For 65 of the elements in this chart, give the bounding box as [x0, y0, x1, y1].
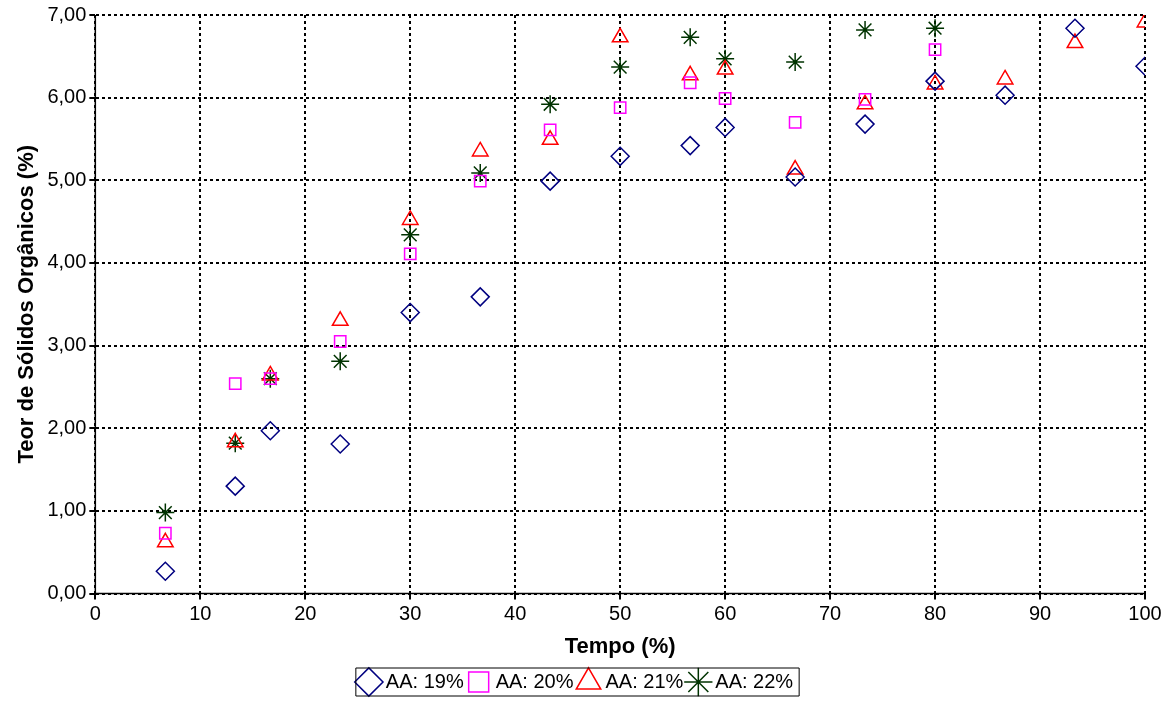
point	[155, 502, 176, 523]
point	[541, 130, 559, 146]
y-tick-label: 0,00	[47, 581, 87, 604]
legend-label: AA: 22%	[715, 669, 794, 692]
point	[718, 92, 732, 105]
x-tick-label: 20	[294, 602, 317, 625]
point	[228, 377, 242, 391]
point	[400, 225, 420, 245]
point	[855, 114, 875, 134]
point	[1066, 33, 1084, 49]
point	[785, 167, 805, 187]
y-axis-title: Teor de Sólidos Orgânicos (%)	[13, 144, 39, 464]
point	[925, 18, 945, 38]
point	[610, 146, 630, 167]
point	[470, 287, 490, 307]
x-tick-label: 50	[609, 602, 632, 625]
point	[225, 476, 245, 496]
y-tick-label: 6,00	[47, 85, 87, 108]
point	[788, 116, 802, 129]
point	[715, 49, 735, 69]
x-tick-label: 30	[399, 602, 422, 625]
point	[540, 171, 560, 191]
point	[401, 210, 419, 226]
point	[1065, 18, 1085, 38]
x-tick-label: 70	[818, 602, 842, 625]
legend-label: AA: 20%	[495, 669, 574, 692]
y-tick-label: 5,00	[47, 167, 87, 190]
point	[680, 135, 700, 156]
point	[683, 76, 697, 90]
x-tick-label: 80	[923, 602, 947, 625]
y-tick-label: 7,00	[47, 2, 87, 25]
legend-label: AA: 19%	[385, 669, 464, 692]
point	[610, 57, 630, 77]
point	[400, 302, 420, 323]
x-tick-label: 40	[504, 602, 527, 625]
x-axis-title: Tempo (%)	[564, 632, 676, 658]
x-tick-label: 10	[189, 602, 212, 625]
point	[330, 351, 350, 372]
point	[715, 117, 735, 138]
x-tick-label: 90	[1028, 602, 1052, 625]
point	[680, 27, 700, 48]
y-tick-label: 3,00	[47, 333, 87, 356]
point	[330, 434, 350, 454]
point	[225, 433, 245, 453]
point	[473, 174, 487, 188]
point	[155, 561, 176, 582]
point	[858, 92, 872, 106]
y-tick-label: 2,00	[47, 415, 87, 438]
point	[995, 85, 1015, 105]
point	[470, 163, 490, 183]
x-tick-label: 100	[1128, 602, 1162, 625]
point	[855, 20, 875, 40]
point	[260, 421, 281, 441]
y-tick-label: 4,00	[47, 250, 87, 273]
point	[540, 94, 560, 115]
x-tick-label: 60	[714, 602, 737, 625]
point	[331, 311, 349, 327]
point	[613, 101, 627, 114]
point	[403, 247, 417, 261]
point	[333, 335, 347, 348]
point	[928, 43, 942, 57]
legend-label: AA: 21%	[605, 669, 684, 692]
y-tick-label: 1,00	[47, 498, 87, 521]
point	[785, 52, 805, 72]
x-tick-label: 0	[89, 602, 101, 625]
